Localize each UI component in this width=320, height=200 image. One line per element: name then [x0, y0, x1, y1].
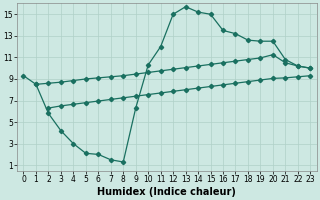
X-axis label: Humidex (Indice chaleur): Humidex (Indice chaleur)	[98, 187, 236, 197]
